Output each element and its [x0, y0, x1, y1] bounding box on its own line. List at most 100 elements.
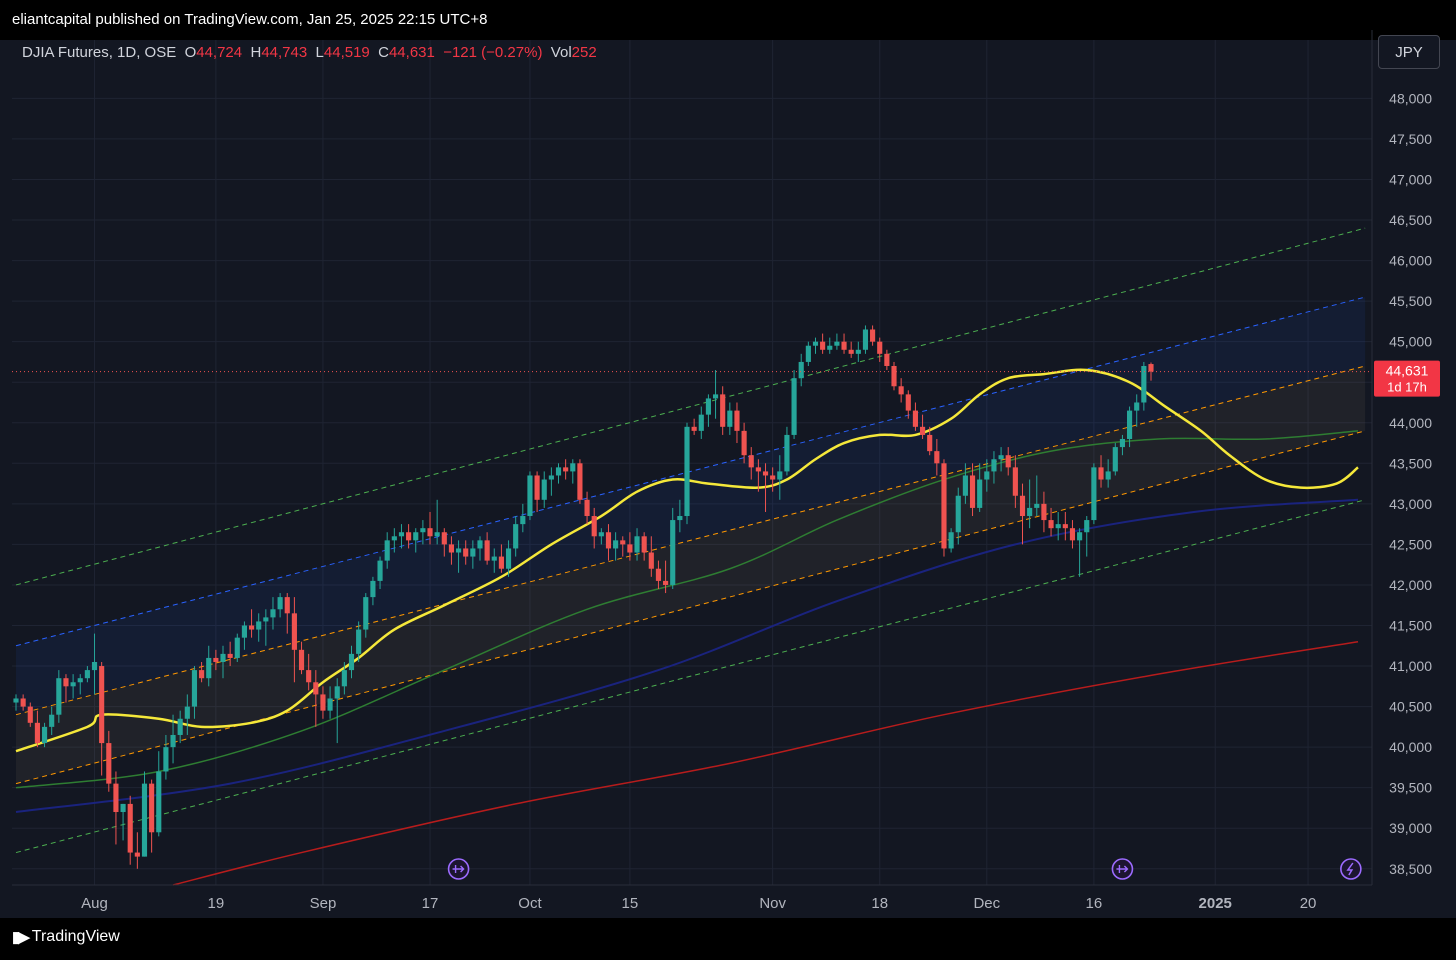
tradingview-logo-icon: ▮▶ — [12, 929, 30, 946]
candle-body — [720, 394, 726, 427]
price-tick-label: 44,000 — [1389, 415, 1432, 431]
candle-body — [513, 524, 519, 549]
candle-body — [670, 520, 676, 585]
candle-body — [762, 471, 769, 476]
candle-body — [1077, 532, 1083, 541]
candle-body — [477, 540, 483, 549]
candle-body — [134, 852, 140, 857]
candle-body — [498, 556, 504, 569]
candle-body — [177, 718, 183, 735]
candle-body — [370, 580, 376, 598]
price-tick-label: 39,500 — [1389, 780, 1432, 796]
candle-body — [598, 532, 604, 537]
legend-close-key: C — [378, 44, 389, 61]
candle-body — [91, 661, 98, 671]
price-tick-label: 45,500 — [1389, 293, 1432, 309]
price-tick-label: 40,000 — [1389, 739, 1432, 755]
tradingview-logo[interactable]: ▮▶ TradingView — [12, 928, 120, 946]
candle-body — [1134, 402, 1140, 411]
candle-body — [406, 532, 412, 541]
last-price-tag-countdown: 1d 17h — [1387, 380, 1427, 395]
price-tick-label: 43,000 — [1389, 496, 1432, 512]
candle-body — [527, 475, 533, 517]
price-axis: 48,000 47,500 47,000 46,500 46,000 45,500 45,0… — [1371, 30, 1432, 885]
candle-body — [712, 394, 719, 399]
candle-body — [941, 463, 947, 549]
candle-body — [1055, 524, 1061, 529]
candle-body — [663, 580, 669, 585]
legend-low: 44,519 — [323, 44, 370, 61]
price-tick-label: 40,500 — [1389, 699, 1432, 715]
candle-body — [605, 532, 612, 549]
candle-body — [570, 463, 576, 472]
candle-body — [398, 532, 405, 537]
candle-body — [1005, 455, 1011, 468]
event-marker-icon — [1340, 858, 1362, 880]
candle-body — [591, 516, 597, 537]
currency-button[interactable]: JPY — [1378, 35, 1440, 69]
candle-body — [841, 341, 847, 350]
channel-mid-lower-line — [15, 430, 1366, 785]
candle-body — [106, 743, 112, 784]
candle-body — [1012, 467, 1018, 496]
legend-open: 44,724 — [196, 44, 243, 61]
candle-body — [834, 341, 840, 346]
channel-upper-line — [15, 296, 1366, 647]
candle-body — [277, 597, 283, 610]
time-tick-label: 16 — [1086, 895, 1103, 912]
candle-body — [220, 653, 226, 662]
candle-body — [99, 666, 105, 744]
candle-body — [1019, 495, 1026, 517]
time-tick-label: 15 — [622, 895, 639, 912]
candle-body — [327, 698, 333, 711]
candle-body — [898, 386, 904, 395]
channel-outer-lower-line — [15, 499, 1366, 854]
candle-body — [420, 528, 426, 533]
candle-body — [84, 670, 90, 679]
candle-body — [641, 536, 647, 553]
candle-body — [534, 475, 540, 500]
ma-mid-line — [15, 430, 1359, 789]
candle-body — [463, 548, 469, 557]
candle-body — [448, 544, 455, 553]
upper-channel-fill — [16, 297, 1366, 715]
tradingview-brand: TradingView — [31, 928, 120, 945]
candle-body — [820, 341, 826, 350]
candle-body — [977, 479, 983, 508]
candle-body — [812, 341, 819, 346]
candle-body — [798, 361, 804, 379]
candle-body — [905, 394, 911, 411]
time-tick-label: Nov — [759, 895, 786, 912]
price-tick-label: 47,000 — [1389, 171, 1432, 187]
candle-body — [877, 341, 883, 354]
candle-body — [1027, 507, 1033, 517]
candle-body — [1112, 447, 1118, 472]
price-tick-label: 47,500 — [1389, 131, 1432, 147]
candle-body — [1048, 520, 1054, 529]
middle-channel-fill — [16, 365, 1366, 784]
candle-body — [120, 803, 126, 813]
candle-body — [927, 434, 933, 452]
legend-vol-key: Vol — [550, 44, 572, 61]
candle-body — [891, 365, 897, 387]
candle-body — [784, 434, 790, 472]
price-tick-label: 48,000 — [1389, 90, 1432, 106]
time-tick-label: 18 — [871, 895, 888, 912]
price-tick-label: 38,500 — [1389, 861, 1432, 877]
price-tick-label: 46,500 — [1389, 212, 1432, 228]
candle-body — [1034, 503, 1040, 508]
candle-body — [13, 698, 19, 703]
last-price-tag-bg — [1374, 360, 1440, 397]
candle-body — [998, 455, 1004, 460]
candle-body — [1119, 438, 1126, 448]
candle-body — [870, 329, 876, 342]
candle-body — [298, 649, 305, 671]
candle-body — [969, 475, 976, 508]
candle-body — [884, 353, 890, 366]
symbol-legend[interactable]: DJIA Futures, 1D, OSE O44,724 H44,743 L4… — [22, 44, 597, 61]
candle-body — [991, 459, 997, 472]
price-tick-label: 46,000 — [1389, 253, 1432, 269]
candle-body — [234, 637, 240, 658]
candle-body — [548, 475, 554, 480]
